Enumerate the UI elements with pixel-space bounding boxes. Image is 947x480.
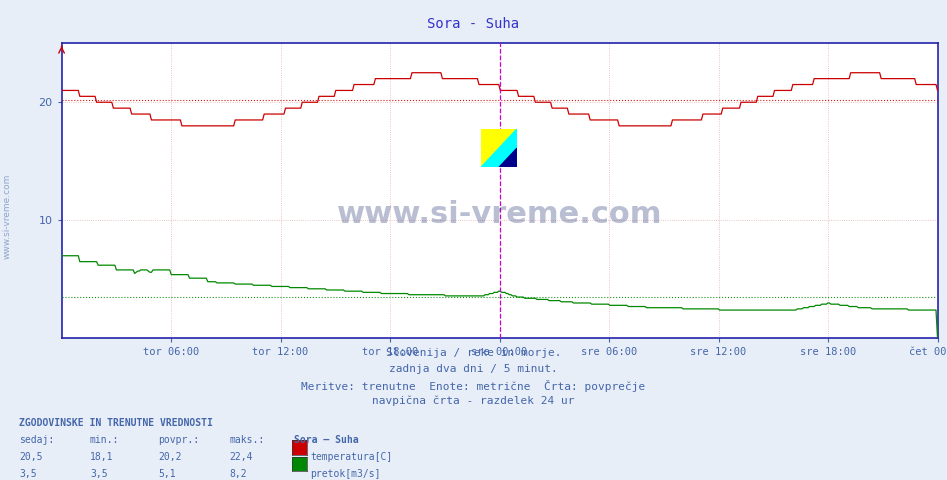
Text: maks.:: maks.: (229, 435, 264, 445)
Text: Meritve: trenutne  Enote: metrične  Črta: povprečje: Meritve: trenutne Enote: metrične Črta: … (301, 380, 646, 392)
Polygon shape (481, 129, 517, 168)
Text: 8,2: 8,2 (229, 469, 247, 479)
Polygon shape (481, 129, 517, 168)
Text: www.si-vreme.com: www.si-vreme.com (3, 173, 12, 259)
Text: navpična črta - razdelek 24 ur: navpična črta - razdelek 24 ur (372, 396, 575, 406)
Text: 20,2: 20,2 (158, 452, 182, 462)
Text: Slovenija / reke in morje.: Slovenija / reke in morje. (385, 348, 562, 358)
Text: 5,1: 5,1 (158, 469, 176, 479)
Text: www.si-vreme.com: www.si-vreme.com (337, 200, 662, 229)
Text: pretok[m3/s]: pretok[m3/s] (311, 469, 381, 479)
Text: 3,5: 3,5 (90, 469, 108, 479)
Text: min.:: min.: (90, 435, 119, 445)
Text: 20,5: 20,5 (19, 452, 43, 462)
Text: ZGODOVINSKE IN TRENUTNE VREDNOSTI: ZGODOVINSKE IN TRENUTNE VREDNOSTI (19, 418, 213, 428)
Text: 18,1: 18,1 (90, 452, 114, 462)
Text: Sora - Suha: Sora - Suha (427, 17, 520, 31)
Text: Sora – Suha: Sora – Suha (294, 435, 358, 445)
Text: 3,5: 3,5 (19, 469, 37, 479)
Text: temperatura[C]: temperatura[C] (311, 452, 393, 462)
Polygon shape (499, 148, 517, 168)
Text: povpr.:: povpr.: (158, 435, 199, 445)
Text: 22,4: 22,4 (229, 452, 253, 462)
Text: zadnja dva dni / 5 minut.: zadnja dva dni / 5 minut. (389, 364, 558, 374)
Text: sedaj:: sedaj: (19, 435, 54, 445)
